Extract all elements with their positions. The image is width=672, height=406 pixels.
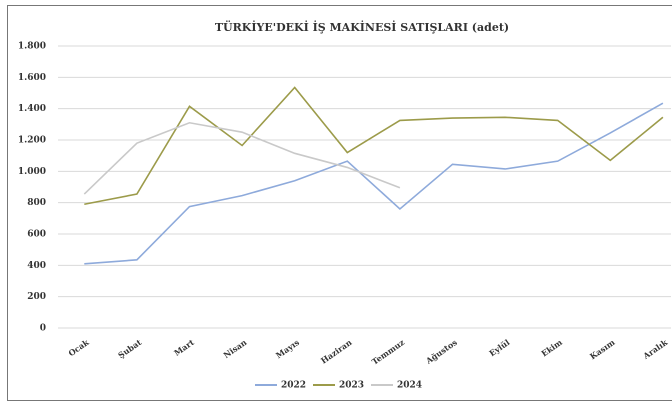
series-line [83,121,401,195]
y-tick-label: 800 [27,198,46,208]
y-tick-label: 600 [27,230,46,240]
legend-label: 2024 [397,381,422,391]
y-tick-label: 200 [27,292,46,302]
y-tick-label: 1.600 [18,73,46,83]
legend-label: 2023 [339,381,364,391]
y-tick-label: 400 [27,261,46,271]
y-tick-label: 1.200 [18,136,46,146]
y-tick-label: 1.400 [18,104,46,114]
chart-title: TÜRKİYE'DEKİ İŞ MAKİNESİ SATIŞLARI (adet… [215,20,509,34]
legend-label: 2022 [281,381,306,391]
y-tick-label: 1.800 [18,42,46,52]
y-tick-label: 1.000 [18,167,46,177]
series-line [84,102,664,265]
series-line [84,86,664,206]
y-tick-label: 0 [40,324,46,334]
